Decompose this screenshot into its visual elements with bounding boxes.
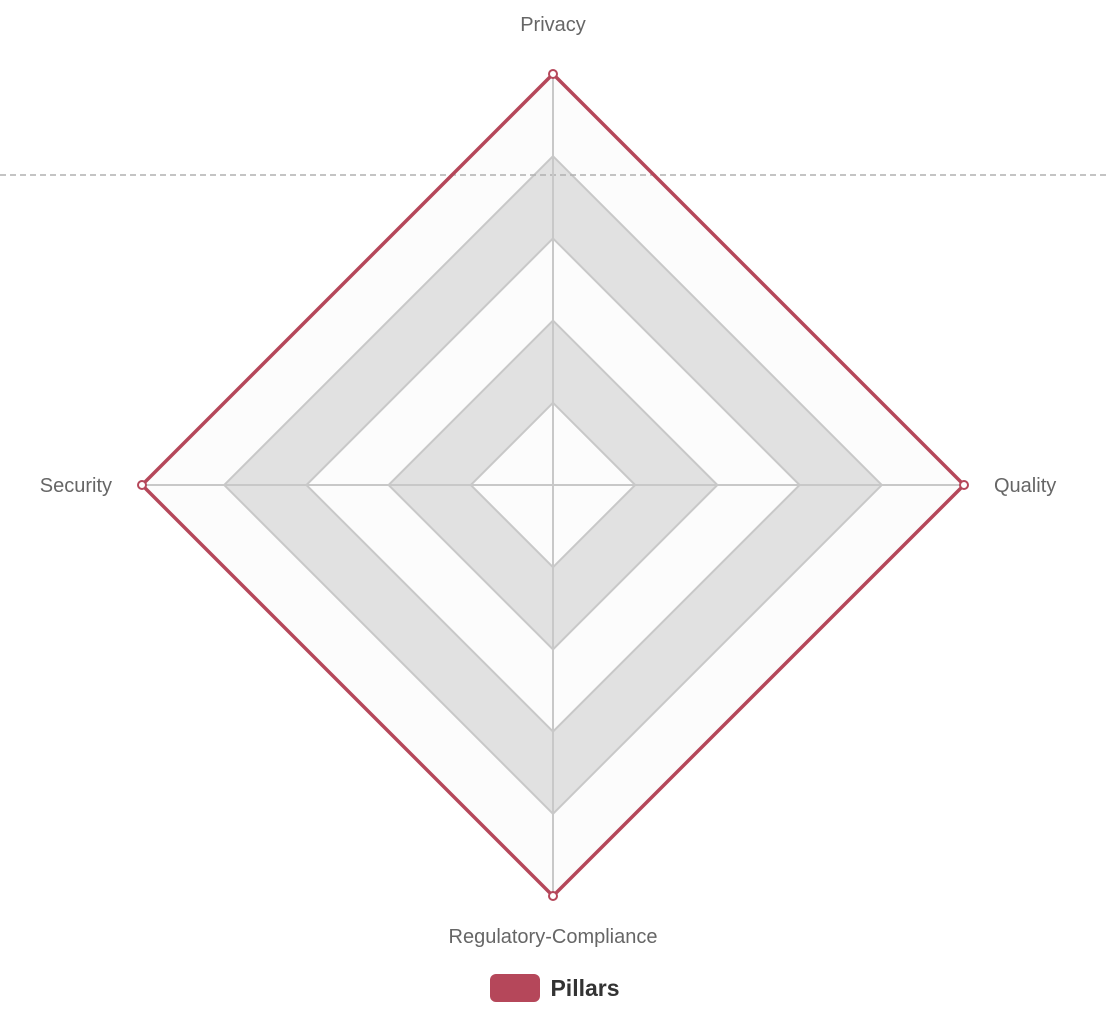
radar-spokes: [142, 74, 964, 896]
axis-label-0: Privacy: [520, 14, 586, 36]
data-point-0-3: [137, 480, 147, 490]
axis-label-2: Regulatory-Compliance: [449, 926, 658, 948]
data-point-0-2: [548, 891, 558, 901]
axis-label-1: Quality: [994, 475, 1056, 497]
legend: Pillars: [0, 970, 1110, 1006]
radar-axis-labels: Privacy Quality Regulatory-Compliance Secur…: [40, 14, 1057, 948]
legend-swatch: [490, 974, 541, 1002]
legend-item-pillars[interactable]: Pillars: [490, 974, 620, 1002]
data-point-0-1: [959, 480, 969, 490]
legend-label: Pillars: [550, 974, 620, 1001]
radar-series-group: [137, 69, 969, 901]
data-point-0-0: [548, 69, 558, 79]
axis-label-3: Security: [40, 475, 112, 497]
